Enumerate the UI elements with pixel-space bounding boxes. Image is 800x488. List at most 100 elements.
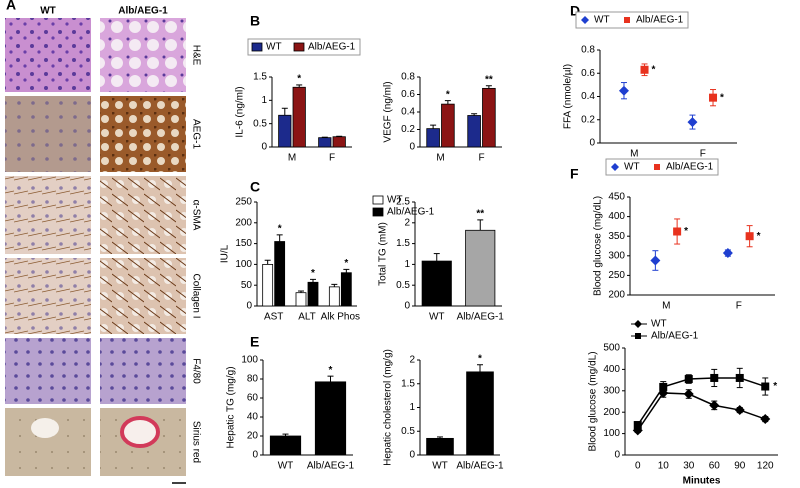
y-tick-label: 200	[603, 407, 620, 418]
x-tick-label: WT	[432, 461, 448, 472]
x-tick-label: Alb/AEG-1	[456, 461, 504, 472]
legend-label: Alb/AEG-1	[387, 207, 435, 218]
micrograph	[100, 96, 186, 172]
bar	[332, 136, 346, 148]
x-tick-label: AST	[264, 312, 283, 323]
marker	[709, 400, 720, 411]
y-tick-label: 40	[247, 412, 259, 423]
y-tick-label: 0	[252, 450, 258, 461]
y-tick-label: 1.5	[401, 378, 415, 389]
y-tick-label: 100	[235, 259, 252, 270]
bar	[269, 435, 302, 456]
y-tick-label: 0.8	[581, 45, 595, 56]
y-tick-label: 0.8	[401, 72, 415, 83]
panel-label: D	[570, 3, 580, 19]
x-tick-label: 120	[757, 461, 774, 472]
legend-label: Alb/AEG-1	[651, 331, 699, 342]
marker	[760, 414, 771, 425]
stain-label: AEG-1	[190, 119, 201, 149]
x-tick-label: 0	[635, 461, 641, 472]
legend-swatch	[372, 195, 384, 205]
y-tick-label: 250	[608, 270, 625, 281]
panel-label: C	[250, 179, 260, 195]
y-tick-label: 350	[608, 231, 625, 242]
micrograph	[5, 258, 91, 334]
y-tick-label: 200	[235, 217, 252, 228]
micrograph	[100, 338, 186, 404]
y-tick-label: 2	[404, 217, 410, 228]
micrograph	[100, 18, 186, 92]
y-tick-label: 0.2	[401, 124, 415, 135]
line	[637, 392, 766, 431]
marker	[640, 65, 649, 74]
micrograph	[100, 258, 186, 334]
bar	[426, 437, 454, 456]
micrograph	[5, 176, 91, 254]
x-tick-label: M	[288, 153, 296, 164]
marker	[650, 255, 661, 266]
marker	[684, 375, 693, 384]
marker	[683, 389, 694, 400]
bar	[328, 286, 340, 307]
legend-label: Alb/AEG-1	[666, 162, 714, 173]
column-header: WT	[40, 6, 56, 17]
marker	[611, 163, 619, 171]
y-tick-label: 300	[603, 385, 620, 396]
bar	[482, 87, 496, 148]
y-tick-label: 300	[608, 250, 625, 261]
y-tick-label: 0	[404, 301, 410, 312]
legend-box	[629, 316, 699, 344]
micrograph	[5, 18, 91, 92]
stain-label: F4/80	[190, 358, 201, 384]
significance: *	[478, 353, 482, 364]
bar	[314, 381, 347, 456]
significance: **	[485, 74, 493, 85]
panel-label: F	[570, 166, 579, 182]
y-tick-label: 400	[603, 364, 620, 375]
bar	[426, 128, 440, 148]
marker	[659, 382, 668, 391]
y-tick-label: 60	[247, 393, 259, 404]
significance: *	[652, 64, 656, 75]
stain-label: H&E	[190, 45, 201, 66]
bar	[295, 292, 307, 307]
y-tick-label: 50	[241, 280, 253, 291]
x-tick-label: Alb/AEG-1	[457, 312, 505, 323]
x-tick-label: WT	[278, 461, 294, 472]
legend-swatch	[251, 42, 263, 52]
stain-label: Collagen I	[190, 273, 201, 318]
panel-label: B	[250, 13, 260, 29]
y-axis-label: Total TG (mM)	[378, 222, 389, 286]
x-tick-label: F	[329, 153, 335, 164]
y-tick-label: 0.4	[401, 107, 415, 118]
legend-label: Alb/AEG-1	[308, 42, 356, 53]
y-axis-label: FFA (nmole/µl)	[563, 64, 574, 129]
panel-label: E	[250, 334, 259, 350]
x-tick-label: M	[630, 149, 638, 160]
y-axis-label: Blood glucose (mg/dL)	[593, 196, 604, 296]
marker	[654, 164, 660, 170]
x-tick-label: 90	[734, 461, 746, 472]
x-tick-label: 10	[658, 461, 670, 472]
bar	[340, 272, 352, 307]
y-tick-label: 0.5	[253, 118, 267, 129]
y-tick-label: 20	[247, 431, 259, 442]
bar	[421, 260, 452, 307]
y-axis-label: IL-6 (ng/ml)	[235, 86, 246, 137]
x-tick-label: F	[478, 153, 484, 164]
bar	[466, 371, 494, 456]
y-tick-label: 0.5	[396, 280, 410, 291]
bar	[307, 281, 319, 307]
marker	[673, 227, 682, 236]
y-tick-label: 0	[246, 301, 252, 312]
y-tick-label: 1	[261, 95, 267, 106]
micrograph	[5, 408, 91, 476]
legend-label: Alb/AEG-1	[636, 15, 684, 26]
legend-label: WT	[387, 195, 403, 206]
y-tick-label: 0	[614, 450, 620, 461]
bar	[467, 115, 481, 148]
y-tick-label: 500	[603, 343, 620, 354]
legend-swatch	[293, 42, 305, 52]
bar	[465, 229, 496, 307]
